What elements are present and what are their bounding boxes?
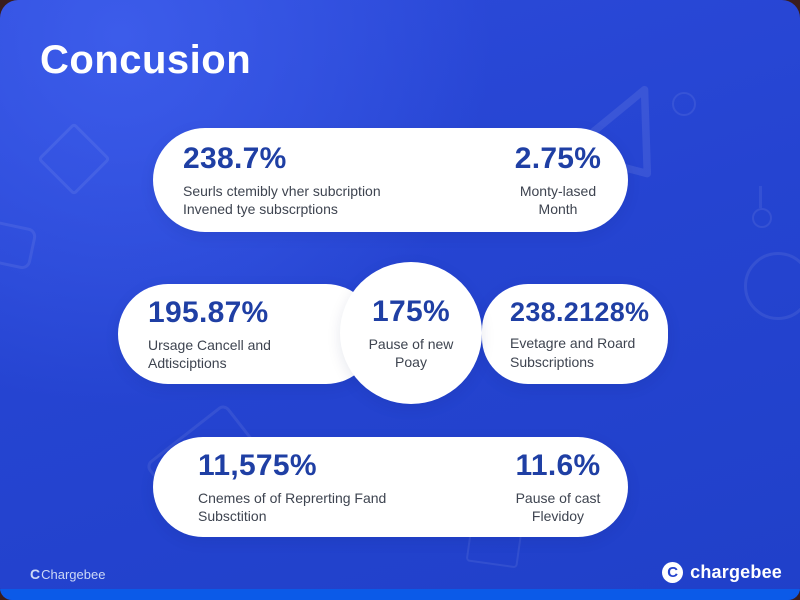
stat-bottom-right: 11.6% Pause of cast Flevidoy <box>488 449 628 525</box>
stat-mid-left: 195.87% Ursage Cancell and Adtisciptions <box>148 296 271 372</box>
stat-description: Evetagre and Roard Subscriptions <box>510 335 636 370</box>
stat-description: Pause of cast Flevidoy <box>515 489 601 524</box>
circle-outline-shape <box>744 252 800 320</box>
footer-watermark-text: Chargebee <box>41 567 106 582</box>
chargebee-logo-icon: C <box>662 562 684 583</box>
key-outline-shape <box>752 208 772 228</box>
key-outline-shape <box>759 186 762 208</box>
bottom-accent-strip <box>0 589 800 600</box>
chargebee-logo-text: chargebee <box>690 562 782 582</box>
stat-top-left: 238.7% Seurls ctemibly vher subcription … <box>183 142 488 218</box>
stat-value: 238.2128% <box>510 297 650 328</box>
footer-watermark: C Chargebee <box>30 566 105 582</box>
stat-description: Ursage Cancell and Adtisciptions <box>148 336 271 371</box>
stat-description: Seurls ctemibly vher subcription Invened… <box>183 182 381 217</box>
chargebee-mini-logo-icon: C <box>30 566 41 582</box>
chargebee-logo: C chargebee <box>662 562 782 583</box>
stat-card-top: 238.7% Seurls ctemibly vher subcription … <box>153 128 628 232</box>
stat-value: 195.87% <box>148 295 269 329</box>
stat-value: 238.7% <box>183 141 287 175</box>
stat-description: Pause of new Poay <box>368 335 454 370</box>
stat-card-middle-left: 195.87% Ursage Cancell and Adtisciptions <box>118 284 376 384</box>
stat-value: 11.6% <box>515 448 601 482</box>
diamond-outline-shape <box>37 122 111 196</box>
page-title: Concusion <box>40 38 252 82</box>
stat-bottom-left: 11,575% Cnemes of of Reprerting Fand Sub… <box>198 449 488 525</box>
stat-value: 11,575% <box>198 448 317 482</box>
stat-card-middle-right: 238.2128% Evetagre and Roard Subscriptio… <box>482 284 668 384</box>
stat-description: Monty-lased Month <box>519 182 597 217</box>
stat-card-bottom: 11,575% Cnemes of of Reprerting Fand Sub… <box>153 437 628 537</box>
stat-value: 175% <box>372 294 450 328</box>
stat-bubble-middle: 175% Pause of new Poay <box>340 262 482 404</box>
stat-description: Cnemes of of Reprerting Fand Subsctition <box>198 489 387 524</box>
stat-top-right: 2.75% Monty-lased Month <box>488 142 628 218</box>
stat-value: 2.75% <box>514 141 602 175</box>
stat-mid-right: 238.2128% Evetagre and Roard Subscriptio… <box>510 297 649 370</box>
rounded-square-outline-shape <box>0 219 38 271</box>
circle-outline-shape <box>672 92 696 116</box>
